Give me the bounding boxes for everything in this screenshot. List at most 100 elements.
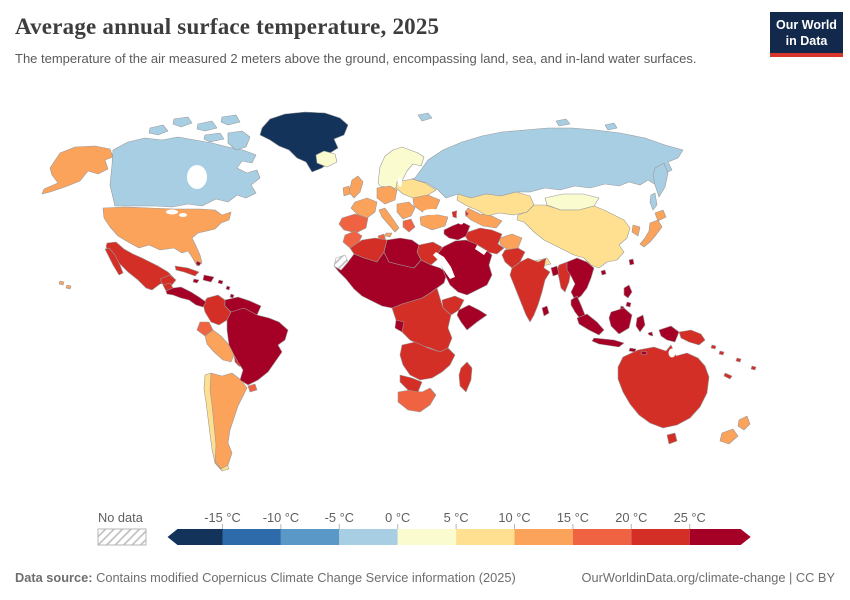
region-canadian-arctic[interactable]: Canadian Arctic Archipelago (203, 132, 225, 143)
region-canada[interactable]: Canada (109, 136, 261, 208)
region-canadian-arctic[interactable]: Canadian Arctic Archipelago (220, 114, 241, 126)
region-indonesia[interactable]: Indonesia (635, 314, 646, 333)
region-somalia[interactable]: Somalia (456, 304, 488, 331)
region-indonesia[interactable]: Indonesia (576, 313, 605, 336)
legend-band-5[interactable] (456, 529, 515, 545)
footer-link[interactable]: OurWorldinData.org/climate-change | CC B… (581, 570, 835, 585)
region-italy[interactable]: Italy (384, 232, 393, 238)
legend-band-1[interactable] (222, 529, 281, 545)
region-philippines[interactable]: Philippines (623, 284, 633, 299)
region-lesser-antilles[interactable]: Lesser Antilles (229, 293, 235, 299)
region-libya[interactable]: Libya (383, 237, 422, 269)
region-new-caledonia[interactable]: New Caledonia (723, 372, 733, 380)
region-hainan[interactable]: Hainan (600, 269, 607, 276)
region-balkans[interactable]: Balkans (396, 201, 416, 220)
legend-band-8[interactable] (631, 529, 690, 545)
legend-band-6[interactable] (514, 529, 573, 545)
legend-band-9[interactable] (689, 529, 751, 545)
region-southern-africa[interactable]: Southern Africa (399, 341, 456, 381)
region-united-states[interactable]: United States (41, 145, 114, 195)
region-united-states[interactable]: United States (58, 280, 65, 286)
region-western-sahara[interactable]: Western Sahara (333, 254, 349, 271)
region-indonesia[interactable]: Indonesia (640, 350, 648, 356)
region-sahel-west-africa[interactable]: Sahara, Sahel & West Africa (333, 251, 448, 309)
region-fiji[interactable]: Fiji & Vanuatu (750, 365, 757, 371)
region-france[interactable]: France (350, 197, 378, 219)
region-solomon-islands[interactable]: Solomon Islands (710, 344, 717, 350)
legend-band-7[interactable] (572, 529, 632, 545)
region-australia[interactable]: Australia (666, 432, 678, 445)
region-pakistan[interactable]: Pakistan (501, 247, 526, 269)
legend-band-3[interactable] (339, 529, 398, 545)
owid-logo[interactable]: Our World in Data (770, 12, 843, 58)
region-russia[interactable]: Russia (411, 127, 684, 199)
region-united-states[interactable]: United States (65, 284, 72, 290)
region-cuba[interactable]: Cuba (174, 265, 200, 277)
region-arctic-islands-eurasia[interactable]: Svalbard & Arctic islands (555, 118, 571, 127)
region-japan[interactable]: Japan (639, 219, 663, 248)
region-uk[interactable]: United Kingdom (348, 175, 364, 199)
region-solomon-islands[interactable]: Solomon Islands (718, 350, 725, 356)
region-canadian-arctic[interactable]: Canadian Arctic Archipelago (172, 116, 193, 128)
region-italy[interactable]: Italy (378, 207, 400, 233)
region-arctic-islands-eurasia[interactable]: Svalbard & Arctic islands (604, 122, 618, 131)
region-central-america[interactable]: Central America (165, 286, 207, 308)
region-australia[interactable]: Australia (617, 344, 710, 429)
region-southern-africa[interactable]: Southern Africa (399, 374, 423, 393)
region-jamaica[interactable]: Jamaica (192, 278, 200, 284)
region-indonesia[interactable]: Indonesia (608, 307, 633, 335)
legend-band-4[interactable] (397, 529, 457, 545)
region-canadian-arctic[interactable]: Canadian Arctic Archipelago (148, 124, 169, 136)
region-russia[interactable]: Russia (652, 162, 669, 198)
region-china[interactable]: China (516, 204, 631, 269)
legend-no-data-swatch[interactable] (97, 528, 147, 546)
region-gabon[interactable]: Gabon (394, 319, 405, 333)
region-ukraine[interactable]: Ukraine (412, 194, 441, 214)
region-papua-new-guinea[interactable]: Papua New Guinea (678, 329, 706, 346)
legend-band-0[interactable] (167, 529, 223, 545)
region-brazil[interactable]: Brazil (226, 307, 289, 386)
region-hispaniola[interactable]: Hispaniola (202, 274, 215, 283)
region-mexico[interactable]: Mexico (104, 247, 124, 276)
region-turkey[interactable]: Turkey (419, 213, 449, 231)
region-fiji[interactable]: Fiji & Vanuatu (735, 357, 742, 363)
region-uruguay[interactable]: Uruguay (247, 383, 258, 393)
region-lesser-antilles[interactable]: Lesser Antilles (217, 279, 224, 285)
region-bangladesh[interactable]: Bangladesh (550, 265, 560, 277)
region-japan[interactable]: Japan (654, 209, 667, 222)
region-bahamas[interactable]: Bahamas (195, 260, 202, 267)
region-levant-iraq[interactable]: Levant & Iraq (443, 221, 471, 241)
region-sakhalin[interactable]: Sakhalin (649, 192, 658, 211)
region-iberia[interactable]: Spain & Portugal (338, 213, 369, 234)
region-madagascar[interactable]: Madagascar (458, 361, 473, 393)
region-canadian-arctic[interactable]: Canadian Arctic Archipelago (196, 120, 218, 132)
region-ecuador[interactable]: Ecuador (196, 321, 214, 337)
region-india[interactable]: India (509, 257, 551, 323)
region-south-korea[interactable]: South Korea (631, 224, 641, 237)
region-canadian-arctic[interactable]: Canadian Arctic Archipelago (227, 130, 251, 151)
region-indonesia[interactable]: Indonesia (658, 325, 680, 343)
legend-band-2[interactable] (280, 529, 340, 545)
region-central-europe[interactable]: Central Europe (376, 185, 398, 205)
region-arctic-islands-eurasia[interactable]: Svalbard & Arctic islands (417, 112, 433, 122)
region-taiwan[interactable]: Taiwan (628, 258, 635, 266)
region-argentina[interactable]: Argentina (209, 372, 248, 470)
region-ireland[interactable]: Ireland (342, 185, 351, 197)
region-sri-lanka[interactable]: Sri Lanka (541, 305, 550, 317)
region-indonesia[interactable]: Indonesia (591, 337, 625, 348)
region-iceland[interactable]: Iceland (315, 150, 338, 168)
region-greece[interactable]: Greece (402, 218, 416, 233)
region-lesser-antilles[interactable]: Lesser Antilles (225, 285, 231, 291)
region-indonesia[interactable]: Indonesia (628, 347, 637, 353)
region-peru[interactable]: Peru (204, 329, 235, 363)
region-philippines[interactable]: Philippines (625, 301, 632, 308)
region-indonesia[interactable]: Indonesia (647, 331, 654, 337)
region-mexico[interactable]: Mexico (159, 274, 177, 287)
legend-tick-label: 5 °C (444, 510, 469, 525)
region-indochina[interactable]: Thailand, Laos, Vietnam & Cambodia (566, 257, 595, 301)
world-map: GreenlandCanadaCanadian Arctic Archipela… (41, 111, 757, 472)
region-united-states[interactable]: United States (102, 206, 232, 267)
region-new-zealand[interactable]: New Zealand (719, 428, 739, 445)
region-arabia[interactable]: Arabian Peninsula (437, 239, 493, 296)
region-new-zealand[interactable]: New Zealand (737, 415, 751, 431)
